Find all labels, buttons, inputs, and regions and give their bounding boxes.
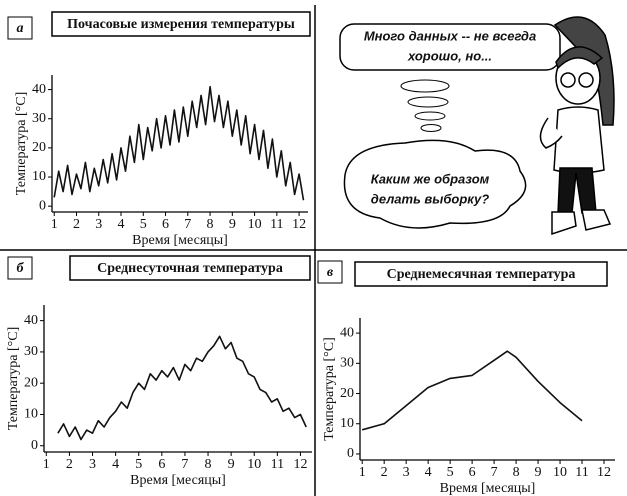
chart-title: Среднемесячная температура bbox=[387, 267, 576, 282]
y-tick-label: 10 bbox=[32, 169, 46, 184]
thought-dot bbox=[414, 111, 446, 121]
x-axis-label: Время [месяцы] bbox=[130, 473, 226, 488]
title-box bbox=[51, 11, 311, 37]
x-tick-label: 12 bbox=[597, 465, 611, 480]
x-tick-label: 9 bbox=[229, 217, 236, 232]
x-tick-label: 12 bbox=[293, 457, 307, 472]
x-tick-label: 1 bbox=[359, 465, 366, 480]
y-axis-label: Температура [°C] bbox=[322, 337, 337, 441]
panel-tag: а bbox=[17, 21, 24, 36]
y-tick-label: 30 bbox=[32, 111, 46, 126]
chart-title: Среднесуточная температура bbox=[97, 261, 283, 276]
y-tick-label: 40 bbox=[24, 313, 38, 328]
data-line bbox=[361, 350, 583, 431]
x-tick-label: 8 bbox=[207, 217, 214, 232]
x-tick-label: 8 bbox=[513, 465, 520, 480]
x-tick-label: 5 bbox=[447, 465, 454, 480]
x-tick-label: 5 bbox=[140, 217, 147, 232]
y-tick-label: 0 bbox=[31, 438, 38, 453]
panel-tag-box bbox=[317, 260, 343, 284]
x-axis-label: Время [месяцы] bbox=[132, 233, 228, 248]
thought-bubble bbox=[343, 139, 527, 229]
thought-dot bbox=[400, 79, 450, 93]
y-tick-label: 30 bbox=[24, 344, 38, 359]
x-tick-label: 7 bbox=[491, 465, 498, 480]
y-tick-label: 40 bbox=[340, 325, 354, 340]
x-tick-label: 12 bbox=[292, 217, 306, 232]
y-tick-label: 10 bbox=[24, 407, 38, 422]
x-tick-label: 2 bbox=[381, 465, 388, 480]
x-tick-label: 2 bbox=[66, 457, 73, 472]
y-tick-label: 30 bbox=[340, 356, 354, 371]
x-tick-label: 7 bbox=[181, 457, 188, 472]
x-tick-label: 8 bbox=[205, 457, 212, 472]
data-line bbox=[57, 335, 307, 441]
x-tick-label: 10 bbox=[553, 465, 567, 480]
thought-dot bbox=[407, 96, 449, 108]
panel-tag-box bbox=[7, 256, 33, 280]
bubble-text: хорошо, но... bbox=[407, 48, 492, 63]
x-tick-label: 5 bbox=[135, 457, 142, 472]
x-tick-label: 1 bbox=[51, 217, 58, 232]
x-tick-label: 11 bbox=[270, 217, 283, 232]
x-tick-label: 10 bbox=[247, 457, 261, 472]
chart-title: Почасовые измерения температуры bbox=[67, 17, 295, 32]
title-box bbox=[354, 261, 608, 287]
y-tick-label: 20 bbox=[340, 386, 354, 401]
x-tick-label: 9 bbox=[535, 465, 542, 480]
panel-tag-box bbox=[7, 16, 33, 40]
y-axis-label: Температура [°C] bbox=[6, 327, 21, 431]
x-axis-label: Время [месяцы] bbox=[440, 481, 536, 496]
y-tick-label: 10 bbox=[340, 416, 354, 431]
x-tick-label: 9 bbox=[228, 457, 235, 472]
x-tick-label: 10 bbox=[248, 217, 262, 232]
data-line bbox=[53, 85, 305, 201]
title-box bbox=[69, 255, 311, 281]
cartoon-girl bbox=[539, 16, 615, 236]
thought-dot bbox=[420, 124, 442, 132]
y-axis-label: Температура [°C] bbox=[14, 92, 29, 196]
x-tick-label: 6 bbox=[158, 457, 165, 472]
x-tick-label: 2 bbox=[73, 217, 80, 232]
y-tick-label: 0 bbox=[39, 198, 46, 213]
y-tick-label: 0 bbox=[347, 446, 354, 461]
y-tick-label: 20 bbox=[32, 140, 46, 155]
y-tick-label: 20 bbox=[24, 375, 38, 390]
x-tick-label: 1 bbox=[43, 457, 50, 472]
bubble-text: Много данных -- не всегда bbox=[364, 28, 536, 43]
x-tick-label: 3 bbox=[95, 217, 102, 232]
x-tick-label: 6 bbox=[162, 217, 169, 232]
x-tick-label: 3 bbox=[403, 465, 410, 480]
panel-tag: б bbox=[17, 261, 25, 276]
x-tick-label: 7 bbox=[184, 217, 191, 232]
speech-bubble bbox=[339, 23, 561, 71]
bubble-text: Каким же образом bbox=[371, 171, 490, 186]
x-tick-label: 6 bbox=[469, 465, 476, 480]
x-tick-label: 11 bbox=[575, 465, 588, 480]
panel-tag: в bbox=[327, 265, 334, 280]
y-tick-label: 40 bbox=[32, 82, 46, 97]
x-tick-label: 4 bbox=[112, 457, 119, 472]
x-tick-label: 11 bbox=[271, 457, 284, 472]
x-tick-label: 4 bbox=[425, 465, 432, 480]
x-tick-label: 4 bbox=[118, 217, 125, 232]
bubble-text: делать выборку? bbox=[371, 191, 489, 206]
x-tick-label: 3 bbox=[89, 457, 96, 472]
